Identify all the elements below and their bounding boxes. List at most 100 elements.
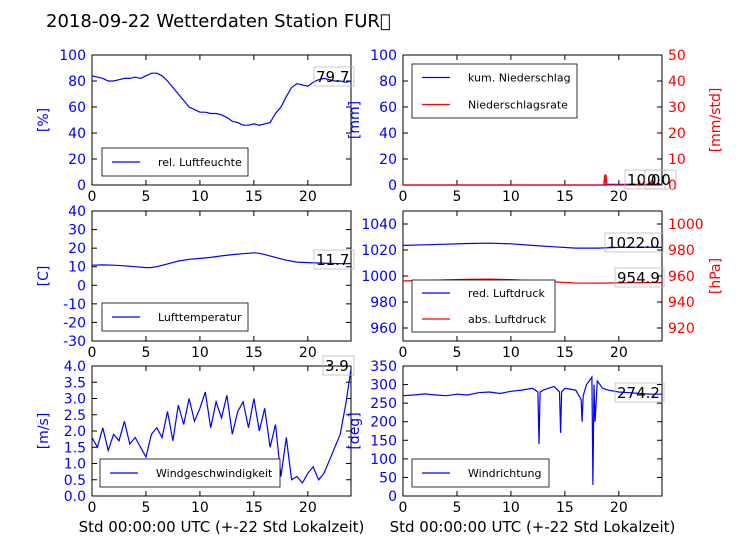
x-tick-label: 0 bbox=[399, 189, 408, 205]
legend-box bbox=[411, 279, 556, 333]
series-line bbox=[91, 72, 352, 126]
y2-tick-label: 40 bbox=[668, 74, 686, 90]
y-tick-label: 1040 bbox=[361, 217, 397, 233]
last-value-text: 79.7 bbox=[316, 68, 349, 86]
last-value-frame bbox=[614, 382, 665, 403]
chart-windspeed: 0 5 10 15 20 0.00.51.01.52.02.53.03.54.0 [m/s]… bbox=[36, 355, 365, 536]
x-tick-label: 5 bbox=[452, 500, 461, 516]
x-tick-label: 10 bbox=[502, 345, 520, 361]
y-tick-label: 2.0 bbox=[64, 424, 86, 440]
y-tick-label: 0 bbox=[388, 178, 397, 194]
chart-humidity: 0 5 10 15 20 0 20 40 60 80 100 [%] rel. Luftfeuchte 7… bbox=[36, 48, 355, 205]
y-tick-label: 0 bbox=[388, 489, 397, 505]
last-value-frame bbox=[313, 66, 355, 87]
y2-axis-label: [mm/std] bbox=[708, 88, 724, 153]
y-tick-label: 100 bbox=[59, 48, 86, 64]
y2-tick-label: 50 bbox=[668, 48, 686, 64]
last-value-box: 954.9 bbox=[614, 267, 665, 288]
x-tick-label: 0 bbox=[88, 345, 97, 361]
series-line bbox=[402, 375, 662, 485]
last-value-frame bbox=[644, 169, 677, 190]
series-line bbox=[91, 252, 352, 269]
chart-temperature: 0 5 10 15 20 -30 -20 -10 0 10 20 30 40 [C] Lufttempera… bbox=[36, 204, 355, 361]
x-tick-label: 20 bbox=[610, 500, 628, 516]
y-tick-label: 2.5 bbox=[64, 408, 86, 424]
last-value-text: 954.9 bbox=[617, 269, 660, 287]
y-tick-label: 980 bbox=[370, 295, 397, 311]
y-tick-label: 40 bbox=[68, 204, 86, 220]
last-value-box: 1022.0 bbox=[604, 232, 664, 253]
legend-entry: red. Luftdruck bbox=[468, 287, 545, 300]
last-value-frame bbox=[313, 249, 355, 270]
x-tick-label: 15 bbox=[556, 345, 574, 361]
x-tick-label: 10 bbox=[191, 345, 209, 361]
x-tick-label: 20 bbox=[610, 345, 628, 361]
y-tick-label: 4.0 bbox=[64, 359, 86, 375]
y-axis-label: [deg] bbox=[347, 412, 363, 449]
x-tick-label: 5 bbox=[452, 345, 461, 361]
last-value-text: 274.2 bbox=[617, 384, 660, 402]
y2-tick-label: 0 bbox=[668, 178, 677, 194]
legend-entry: Niederschlagsrate bbox=[468, 99, 568, 112]
x-tick-label: 20 bbox=[299, 345, 317, 361]
y-tick-label: 20 bbox=[68, 152, 86, 168]
y-tick-label: 40 bbox=[379, 126, 397, 142]
y-tick-label: 1000 bbox=[361, 269, 397, 285]
y-tick-label: 100 bbox=[370, 48, 397, 64]
last-value-box: 11.7 bbox=[313, 249, 355, 270]
y-tick-label: 300 bbox=[370, 378, 397, 394]
legend-entry: Lufttemperatur bbox=[158, 311, 242, 324]
y-tick-label: 3.5 bbox=[64, 375, 86, 391]
chart-precipitation: 0 5 10 15 20 0 20 40 60 80 100 0 10 20 30 40 50 [mm/std] [… bbox=[347, 48, 724, 205]
x-axis-label: Std 00:00:00 UTC (+-22 Std Lokalzeit) bbox=[79, 518, 365, 536]
last-value-frame bbox=[614, 267, 665, 288]
y-tick-label: 30 bbox=[68, 223, 86, 239]
y-tick-label: 20 bbox=[379, 152, 397, 168]
y2-axis-label: [hPa] bbox=[708, 258, 724, 294]
y2-tick-label: 980 bbox=[668, 243, 695, 259]
last-value-frame bbox=[604, 232, 664, 253]
last-value-frame bbox=[322, 355, 355, 376]
y-tick-label: 0 bbox=[77, 278, 86, 294]
y-tick-label: -30 bbox=[63, 334, 86, 350]
y-tick-label: 960 bbox=[370, 321, 397, 337]
y2-tick-label: 30 bbox=[668, 100, 686, 116]
x-tick-label: 5 bbox=[141, 189, 150, 205]
y-tick-label: 0.5 bbox=[64, 473, 86, 489]
legend-entry: rel. Luftfeuchte bbox=[158, 156, 242, 169]
y-tick-label: 60 bbox=[68, 100, 86, 116]
y-axis-label: [mm] bbox=[347, 101, 363, 139]
y-tick-label: 150 bbox=[370, 433, 397, 449]
y2-tick-label: 940 bbox=[668, 295, 695, 311]
y2-tick-label: 1000 bbox=[668, 217, 704, 233]
y-tick-label: 20 bbox=[68, 241, 86, 257]
y-tick-label: 10 bbox=[68, 260, 86, 276]
y-axis-label: [C] bbox=[36, 266, 52, 287]
x-tick-label: 0 bbox=[88, 189, 97, 205]
y-tick-label: 80 bbox=[68, 74, 86, 90]
y-axis-label: [%] bbox=[36, 108, 52, 132]
x-tick-label: 10 bbox=[191, 189, 209, 205]
y2-tick-label: 960 bbox=[668, 269, 695, 285]
x-tick-label: 10 bbox=[502, 189, 520, 205]
last-value-box: 274.2 bbox=[614, 382, 665, 403]
legend-entry: Windgeschwindigkeit bbox=[156, 467, 273, 480]
x-tick-label: 15 bbox=[245, 345, 263, 361]
y-tick-label: 200 bbox=[370, 415, 397, 431]
x-axis-label: Std 00:00:00 UTC (+-22 Std Lokalzeit) bbox=[390, 518, 676, 536]
x-tick-label: 0 bbox=[399, 345, 408, 361]
x-tick-label: 20 bbox=[610, 189, 628, 205]
x-tick-label: 10 bbox=[191, 500, 209, 516]
last-value-box: 0.0 bbox=[644, 169, 677, 190]
x-tick-label: 20 bbox=[299, 500, 317, 516]
last-value-text: 10.0 bbox=[627, 171, 660, 189]
legend-box bbox=[101, 147, 249, 177]
y-tick-label: 3.0 bbox=[64, 392, 86, 408]
series-line bbox=[91, 369, 352, 485]
y-tick-label: 1.5 bbox=[64, 440, 86, 456]
x-tick-label: 0 bbox=[88, 500, 97, 516]
series-line bbox=[402, 242, 663, 249]
y-tick-label: 1.0 bbox=[64, 457, 86, 473]
last-value-text: 0.0 bbox=[647, 171, 671, 189]
